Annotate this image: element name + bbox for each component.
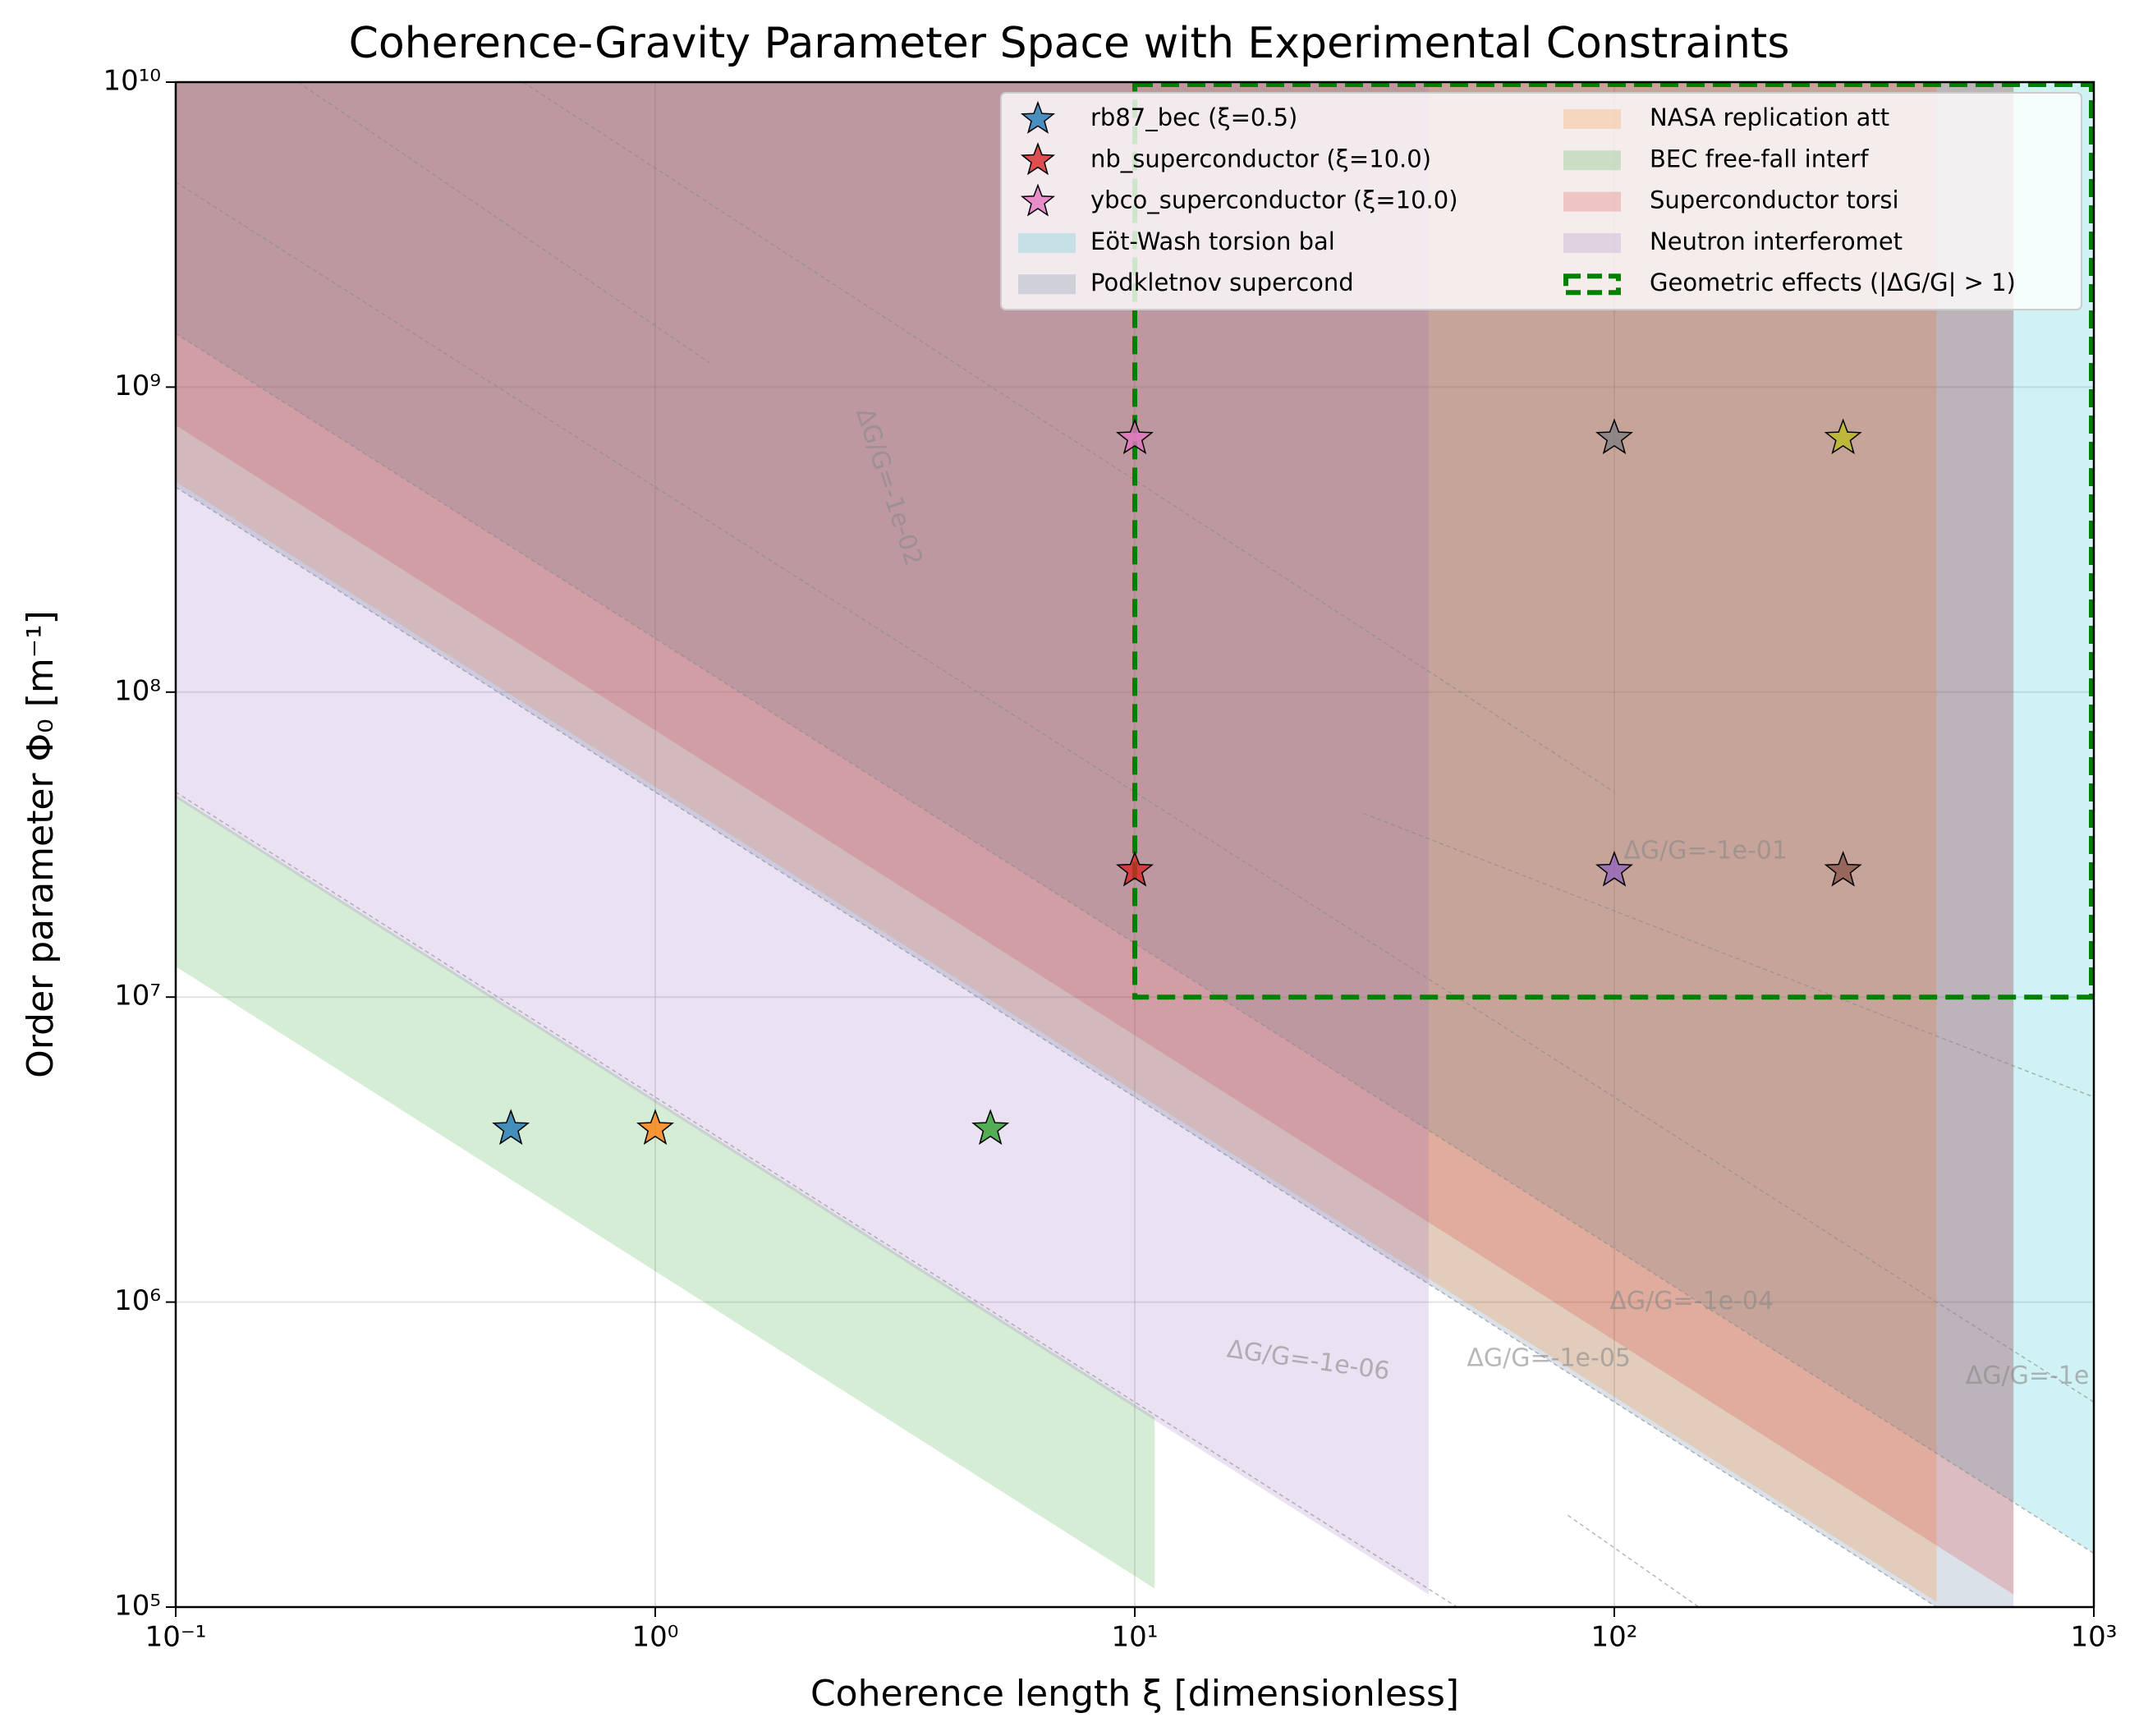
- legend-marker: [1020, 183, 1056, 217]
- legend-marker: [1020, 100, 1056, 134]
- contour-line: [176, 486, 1938, 1607]
- plot-area: ΔG/G=-1e-02ΔG/G=-1e-01ΔG/G=-1e-04ΔG/G=-1…: [176, 82, 2094, 1607]
- star-marker: [1595, 418, 1633, 455]
- contour-label: ΔG/G=-1e: [1966, 1362, 2090, 1390]
- constraint-band: [176, 82, 1429, 1595]
- star-marker: [1116, 850, 1154, 887]
- legend: rb87_bec (ξ=0.5) nb_superconductor (ξ=10.…: [1000, 92, 2082, 310]
- legend-label: rb87_bec (ξ=0.5): [1090, 103, 1297, 131]
- y-tick-label: 10⁵: [114, 1590, 161, 1623]
- legend-marker: [1020, 142, 1056, 176]
- axes: 10⁻¹ 10⁰ 10¹ 10² 10³ 10⁵ 10⁶ 10⁷ 10⁸ 10⁹ 10¹⁰: [103, 65, 2117, 1654]
- x-tick-label: 10⁰: [632, 1621, 679, 1654]
- legend-label: Superconductor torsi: [1650, 186, 1899, 214]
- star-marker: [1824, 418, 1862, 455]
- legend-label: Eöt-Wash torsion bal: [1090, 227, 1335, 255]
- legend-box: [1000, 92, 2082, 310]
- x-tick-label: 10⁻¹: [145, 1621, 207, 1654]
- x-tick-label: 10¹: [1112, 1621, 1159, 1654]
- constraint-band: [176, 795, 1155, 1589]
- contour-label: ΔG/G=-1e-04: [1609, 1287, 1774, 1316]
- legend-swatch: [1563, 109, 1621, 129]
- y-tick-label: 10⁸: [114, 674, 161, 707]
- y-tick-label: 10⁹: [114, 370, 161, 402]
- constraint-band: [176, 82, 2014, 1607]
- x-axis-label: Coherence length ξ [dimensionless]: [810, 1673, 1459, 1715]
- contour-line: [176, 791, 1458, 1607]
- legend-label: BEC free-fall interf: [1650, 145, 1869, 172]
- geometric-region: [1132, 82, 2094, 1000]
- x-tick-label: 10³: [2071, 1621, 2118, 1654]
- legend-swatch: [1563, 232, 1621, 253]
- legend-label: Podkletnov supercond: [1090, 269, 1354, 296]
- y-tick-label: 10⁶: [114, 1284, 161, 1317]
- star-marker: [492, 1109, 530, 1146]
- legend-label: Geometric effects (|ΔG/G| > 1): [1650, 269, 2016, 296]
- contour-line: [176, 181, 2094, 1403]
- y-axis-label: Order parameter Φ₀ [m⁻¹]: [20, 610, 62, 1078]
- chart-title: Coherence-Gravity Parameter Space with E…: [349, 19, 1790, 68]
- plot-frame: [174, 80, 2095, 1609]
- contour-line: [176, 333, 2094, 1555]
- legend-label: ybco_superconductor (ξ=10.0): [1090, 186, 1458, 214]
- star-marker: [636, 1109, 674, 1146]
- contour-label: ΔG/G=-1e-05: [1467, 1344, 1631, 1373]
- constraint-band: [176, 82, 1937, 1602]
- star-marker: [1824, 850, 1862, 887]
- y-tick-label: 10¹⁰: [103, 65, 161, 98]
- x-tick-label: 10²: [1591, 1621, 1638, 1654]
- legend-label: Neutron interferomet: [1650, 227, 1903, 255]
- legend-swatch: [1018, 274, 1076, 295]
- legend-label: NASA replication att: [1650, 103, 1889, 131]
- star-marker: [1116, 418, 1154, 455]
- contour-label: ΔG/G=-1e-01: [1623, 836, 1788, 865]
- constraint-band: [176, 82, 2014, 1595]
- legend-swatch: [1563, 273, 1621, 296]
- legend-swatch: [1018, 232, 1076, 253]
- star-marker: [971, 1109, 1010, 1146]
- star-marker: [1595, 850, 1633, 887]
- contour-line: [522, 82, 1615, 793]
- legend-swatch: [1563, 150, 1621, 171]
- legend-swatch: [1563, 191, 1621, 212]
- legend-label: nb_superconductor (ξ=10.0): [1090, 145, 1431, 172]
- contour-line: [297, 82, 710, 364]
- contour-line: [1567, 1514, 1700, 1607]
- contour-line: [1363, 812, 2094, 1098]
- y-tick-label: 10⁷: [114, 980, 161, 1013]
